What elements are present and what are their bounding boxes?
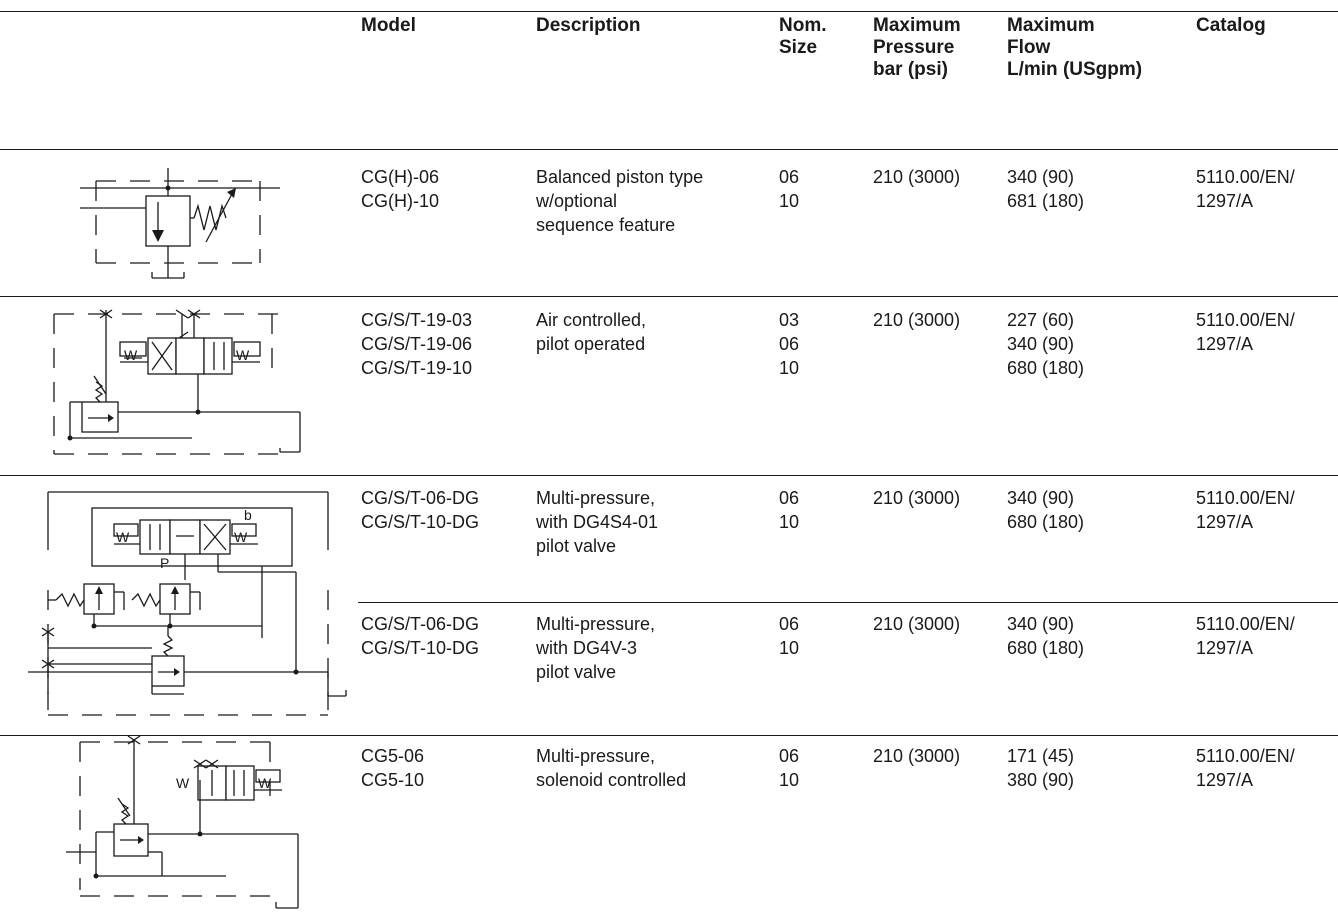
catalog-cell: 5110.00/EN/ 1297/A xyxy=(1196,488,1295,532)
model-cell: CG/S/T-19-03 CG/S/T-19-06 CG/S/T-19-10 xyxy=(361,310,473,378)
spring-glyph: W xyxy=(236,347,250,363)
size-cell: 06 10 xyxy=(779,488,800,532)
header-max-flow: Maximum Flow L/min (USgpm) xyxy=(1007,15,1143,80)
pressure-cell: 210 (3000) xyxy=(873,167,961,187)
flow-cell: 340 (90) 680 (180) xyxy=(1007,488,1085,532)
description-cell: Multi-pressure, with DG4S4-01 pilot valv… xyxy=(536,488,659,556)
description-cell: Air controlled, pilot operated xyxy=(536,310,647,354)
spring-glyph: W xyxy=(258,775,272,791)
spring-glyph: W xyxy=(124,347,138,363)
row-divider xyxy=(0,475,1338,476)
spring-glyph: W xyxy=(176,775,190,791)
flow-cell: 227 (60) 340 (90) 680 (180) xyxy=(1007,310,1085,378)
size-cell: 03 06 10 xyxy=(779,310,800,378)
flow-cell: 340 (90) 681 (180) xyxy=(1007,167,1085,211)
port-label-b: b xyxy=(244,507,252,523)
multi-pressure-valve-symbol: W W b P xyxy=(28,491,347,716)
pressure-cell: 210 (3000) xyxy=(873,488,961,508)
relief-valve-symbol xyxy=(80,168,280,279)
pressure-cell: 210 (3000) xyxy=(873,746,961,766)
header-catalog: Catalog xyxy=(1196,15,1266,36)
model-cell: CG5-06 CG5-10 xyxy=(361,746,425,790)
model-cell: CG(H)-06 CG(H)-10 xyxy=(361,167,440,211)
description-cell: Multi-pressure, solenoid controlled xyxy=(536,746,687,790)
spring-glyph: W xyxy=(234,529,248,545)
flow-cell: 340 (90) 680 (180) xyxy=(1007,614,1085,658)
header-rule-bottom xyxy=(0,149,1338,150)
port-label-p: P xyxy=(160,555,169,571)
header-model: Model xyxy=(361,15,416,36)
header-rule-top xyxy=(0,11,1338,12)
header-max-pressure: Maximum Pressure bar (psi) xyxy=(873,15,961,80)
model-cell: CG/S/T-06-DG CG/S/T-10-DG xyxy=(361,614,480,658)
size-cell: 06 10 xyxy=(779,746,800,790)
air-controlled-valve-symbol: W W xyxy=(53,309,301,455)
size-cell: 06 10 xyxy=(779,614,800,658)
catalog-cell: 5110.00/EN/ 1297/A xyxy=(1196,746,1295,790)
catalog-cell: 5110.00/EN/ 1297/A xyxy=(1196,167,1295,211)
spring-glyph: W xyxy=(116,529,130,545)
row-divider xyxy=(0,735,1338,736)
catalog-cell: 5110.00/EN/ 1297/A xyxy=(1196,310,1295,354)
pressure-cell: 210 (3000) xyxy=(873,614,961,634)
solenoid-controlled-valve-symbol: W W xyxy=(66,735,299,909)
header-description: Description xyxy=(536,15,641,36)
row-divider xyxy=(0,296,1338,297)
row-subdivider xyxy=(358,602,1338,603)
pressure-cell: 210 (3000) xyxy=(873,310,961,330)
catalog-cell: 5110.00/EN/ 1297/A xyxy=(1196,614,1295,658)
model-cell: CG/S/T-06-DG CG/S/T-10-DG xyxy=(361,488,480,532)
size-cell: 06 10 xyxy=(779,167,800,211)
header-nom-size: Nom. Size xyxy=(779,15,827,58)
flow-cell: 171 (45) 380 (90) xyxy=(1007,746,1075,790)
description-cell: Balanced piston type w/optional sequence… xyxy=(536,167,704,235)
description-cell: Multi-pressure, with DG4V-3 pilot valve xyxy=(536,614,656,682)
